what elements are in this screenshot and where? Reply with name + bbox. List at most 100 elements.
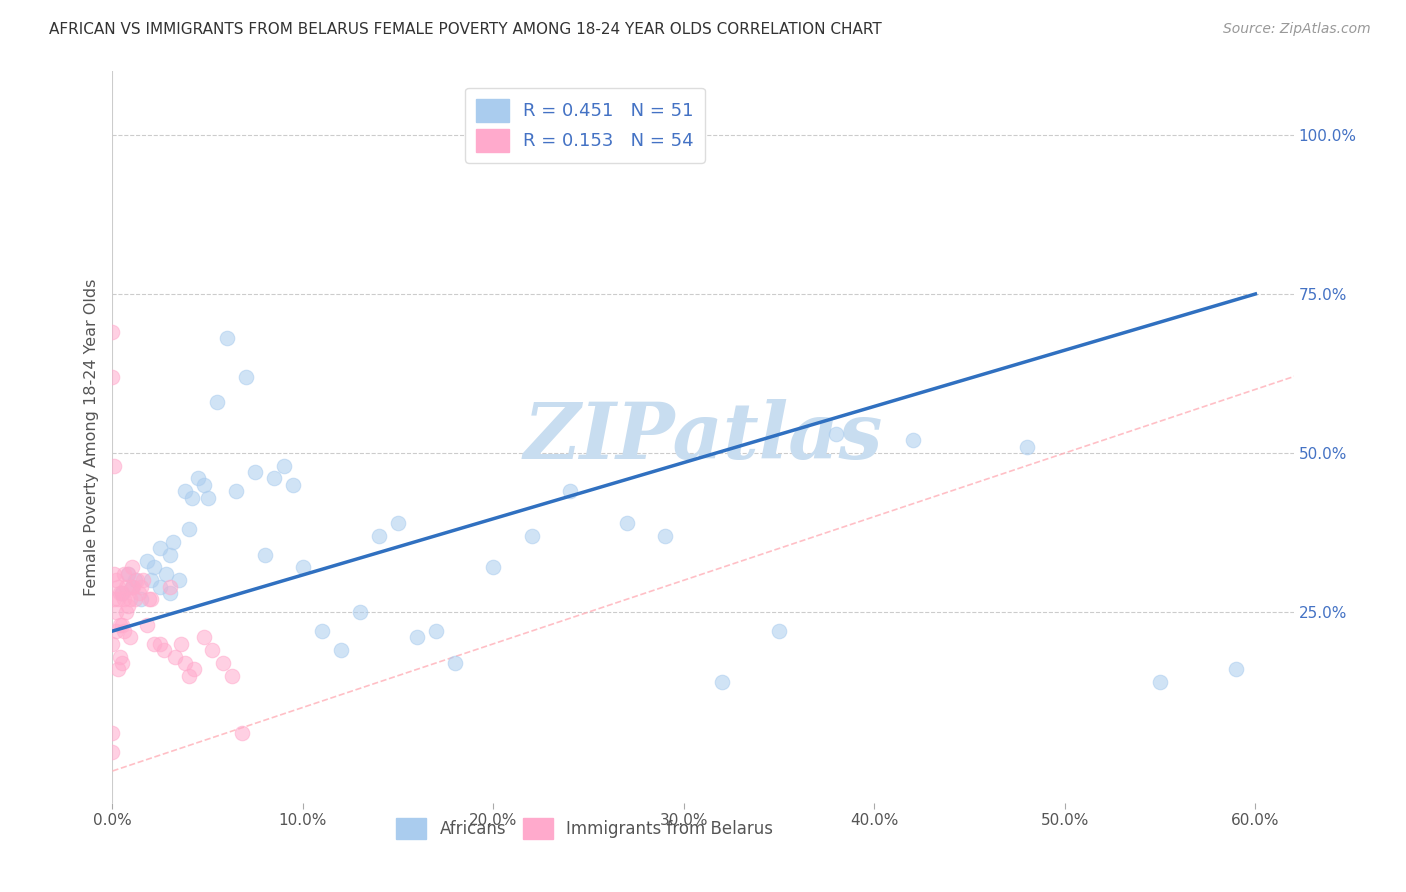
Point xyxy=(128,586,150,600)
Point xyxy=(149,541,172,556)
Point xyxy=(711,675,734,690)
Point xyxy=(135,554,157,568)
Point xyxy=(162,535,184,549)
Point xyxy=(103,566,125,581)
Point xyxy=(107,662,129,676)
Point xyxy=(118,592,141,607)
Text: Source: ZipAtlas.com: Source: ZipAtlas.com xyxy=(1223,22,1371,37)
Point xyxy=(101,637,124,651)
Point xyxy=(170,637,193,651)
Point xyxy=(117,566,139,581)
Point xyxy=(149,580,172,594)
Point xyxy=(1149,675,1171,690)
Point xyxy=(112,566,135,581)
Point xyxy=(132,573,155,587)
Point xyxy=(103,592,125,607)
Point xyxy=(167,573,190,587)
Point xyxy=(105,624,128,638)
Point xyxy=(118,631,141,645)
Point xyxy=(117,599,139,613)
Point xyxy=(349,605,371,619)
Point xyxy=(107,592,129,607)
Point xyxy=(387,516,409,530)
Point xyxy=(117,566,139,581)
Point xyxy=(283,477,305,491)
Point xyxy=(225,484,247,499)
Point xyxy=(143,637,166,651)
Point xyxy=(235,369,257,384)
Point xyxy=(121,560,143,574)
Point xyxy=(108,649,131,664)
Point xyxy=(143,560,166,574)
Point xyxy=(368,529,391,543)
Point xyxy=(207,395,229,409)
Point xyxy=(177,668,200,682)
Point xyxy=(215,331,238,345)
Point xyxy=(616,516,638,530)
Y-axis label: Female Poverty Among 18-24 Year Olds: Female Poverty Among 18-24 Year Olds xyxy=(83,278,98,596)
Point xyxy=(173,656,195,670)
Point xyxy=(111,586,134,600)
Point xyxy=(114,605,136,619)
Point xyxy=(159,580,181,594)
Point xyxy=(129,592,152,607)
Point xyxy=(197,491,219,505)
Point xyxy=(406,631,429,645)
Point xyxy=(101,325,124,339)
Point xyxy=(138,592,160,607)
Point xyxy=(165,649,187,664)
Point xyxy=(482,560,505,574)
Point xyxy=(263,471,285,485)
Point xyxy=(311,624,333,638)
Point xyxy=(768,624,790,638)
Point xyxy=(101,726,124,740)
Point xyxy=(1015,440,1038,454)
Point xyxy=(101,369,124,384)
Point xyxy=(122,580,145,594)
Point xyxy=(155,566,177,581)
Point xyxy=(159,586,181,600)
Text: AFRICAN VS IMMIGRANTS FROM BELARUS FEMALE POVERTY AMONG 18-24 YEAR OLDS CORRELAT: AFRICAN VS IMMIGRANTS FROM BELARUS FEMAL… xyxy=(49,22,882,37)
Point xyxy=(221,668,243,682)
Point xyxy=(330,643,353,657)
Point xyxy=(159,548,181,562)
Point xyxy=(112,624,135,638)
Point xyxy=(200,643,222,657)
Point xyxy=(111,586,134,600)
Point xyxy=(105,605,128,619)
Point xyxy=(212,656,235,670)
Point xyxy=(111,617,134,632)
Point xyxy=(558,484,581,499)
Point xyxy=(291,560,314,574)
Point xyxy=(103,458,125,473)
Point xyxy=(654,529,676,543)
Point xyxy=(127,573,149,587)
Point xyxy=(193,631,215,645)
Point xyxy=(444,656,467,670)
Point xyxy=(107,580,129,594)
Point xyxy=(124,592,146,607)
Point xyxy=(177,522,200,536)
Point xyxy=(114,580,136,594)
Point xyxy=(124,573,146,587)
Point xyxy=(153,643,176,657)
Point xyxy=(181,491,204,505)
Point xyxy=(101,745,124,759)
Point xyxy=(231,726,253,740)
Point xyxy=(1225,662,1247,676)
Point xyxy=(121,580,143,594)
Point xyxy=(149,637,172,651)
Point xyxy=(111,656,134,670)
Point xyxy=(105,573,128,587)
Point xyxy=(193,477,215,491)
Point xyxy=(108,586,131,600)
Point xyxy=(108,617,131,632)
Point xyxy=(112,592,135,607)
Point xyxy=(135,617,157,632)
Point xyxy=(520,529,543,543)
Point xyxy=(273,458,295,473)
Point xyxy=(187,471,209,485)
Legend: Africans, Immigrants from Belarus: Africans, Immigrants from Belarus xyxy=(389,811,780,846)
Point xyxy=(901,434,924,448)
Text: ZIPatlas: ZIPatlas xyxy=(523,399,883,475)
